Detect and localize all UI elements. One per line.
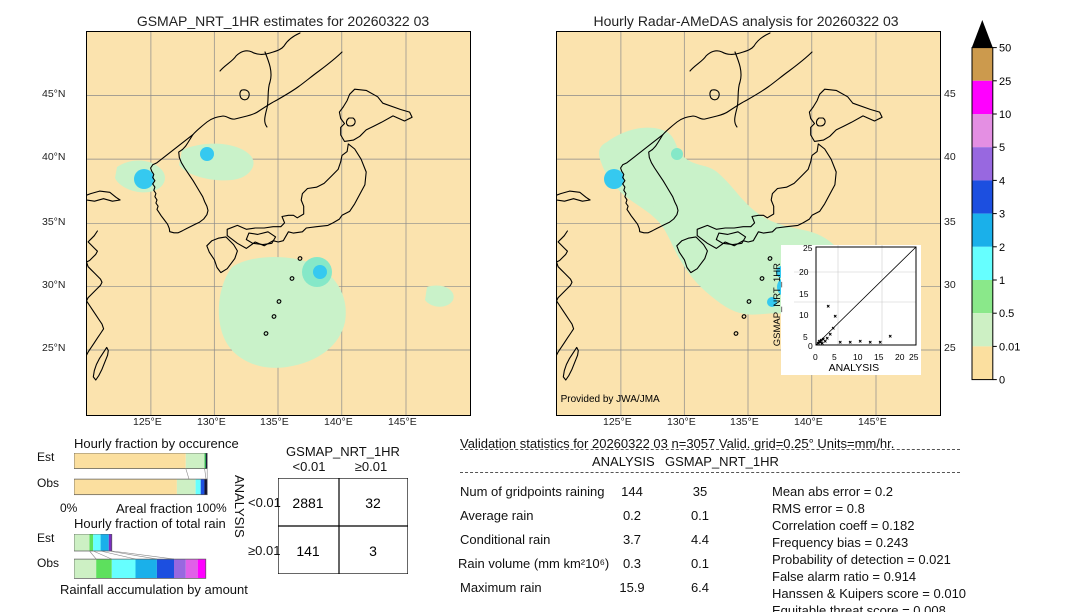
- svg-text:0: 0: [808, 341, 813, 351]
- svg-text:0: 0: [813, 352, 818, 362]
- svg-text:3: 3: [999, 209, 1005, 221]
- svg-text:2: 2: [999, 242, 1005, 254]
- svg-text:0: 0: [999, 375, 1005, 387]
- svg-text:2881: 2881: [292, 495, 323, 511]
- svg-text:5: 5: [832, 352, 837, 362]
- svg-text:15: 15: [874, 352, 884, 362]
- svg-text:3: 3: [369, 543, 377, 559]
- svg-text:50: 50: [999, 43, 1011, 55]
- svg-text:1: 1: [999, 275, 1005, 287]
- svg-text:25: 25: [803, 245, 813, 253]
- svg-text:10: 10: [999, 109, 1011, 121]
- svg-text:0.5: 0.5: [999, 308, 1014, 320]
- svg-text:4: 4: [999, 175, 1005, 187]
- svg-text:20: 20: [799, 267, 809, 277]
- svg-text:25: 25: [909, 352, 919, 362]
- svg-text:10: 10: [799, 310, 809, 320]
- svg-text:0.01: 0.01: [999, 341, 1020, 353]
- svg-text:15: 15: [799, 289, 809, 299]
- svg-text:141: 141: [296, 543, 320, 559]
- svg-text:25: 25: [999, 76, 1011, 88]
- svg-text:32: 32: [365, 495, 381, 511]
- svg-text:5: 5: [999, 142, 1005, 154]
- svg-text:20: 20: [895, 352, 905, 362]
- svg-text:10: 10: [853, 352, 863, 362]
